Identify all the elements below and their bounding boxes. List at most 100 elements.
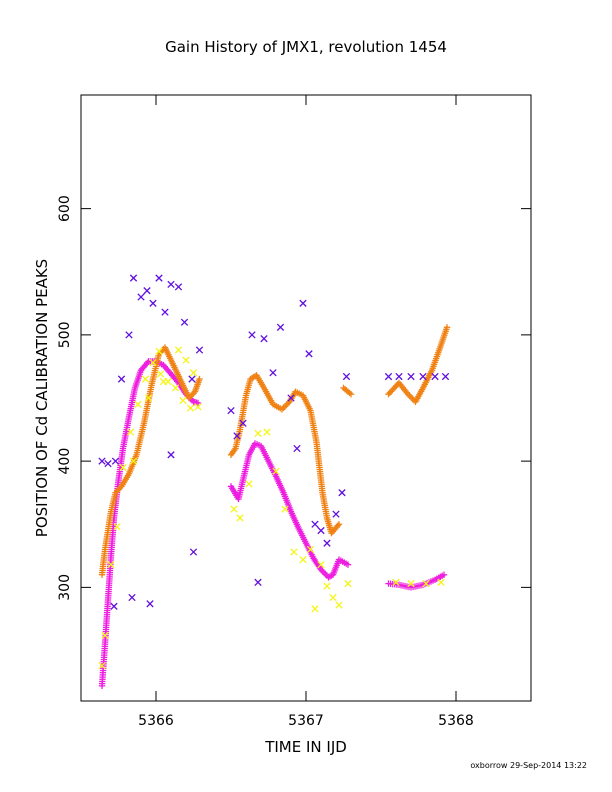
data-point xyxy=(196,375,203,383)
x-axis-label: TIME IN IJD xyxy=(264,738,347,756)
data-point xyxy=(317,526,325,535)
data-point xyxy=(167,451,175,459)
data-point xyxy=(167,280,175,289)
x-tick-label: 5368 xyxy=(438,713,474,729)
data-point xyxy=(137,293,145,301)
data-point xyxy=(126,428,135,436)
chart-title: Gain History of JMX1, revolution 1454 xyxy=(165,38,447,56)
data-point xyxy=(384,372,393,381)
data-point xyxy=(281,505,289,513)
data-point xyxy=(174,346,183,354)
data-point xyxy=(332,510,340,518)
data-point xyxy=(317,560,325,569)
data-point xyxy=(272,467,280,475)
data-point xyxy=(263,428,271,436)
data-point xyxy=(155,347,163,355)
data-point xyxy=(119,463,127,472)
data-point xyxy=(155,274,163,282)
data-point xyxy=(239,419,247,427)
data-point xyxy=(320,569,328,576)
plot-frame xyxy=(80,94,532,702)
data-point xyxy=(171,384,180,392)
data-point xyxy=(260,335,268,343)
data-point xyxy=(194,399,202,407)
data-point xyxy=(347,391,355,398)
data-point xyxy=(98,661,106,670)
data-point xyxy=(146,600,154,608)
data-point xyxy=(395,372,403,381)
data-point xyxy=(174,283,183,291)
plot-area xyxy=(98,274,451,690)
y-axis-label: POSITION OF Cd CALIBRATION PEAKS xyxy=(33,259,51,537)
data-point xyxy=(248,331,256,339)
data-point xyxy=(344,561,352,568)
y-axis-ticks: 300 400 500 600 xyxy=(57,195,531,601)
data-point xyxy=(344,579,352,588)
data-point xyxy=(188,375,196,383)
data-point xyxy=(299,555,307,564)
data-point xyxy=(323,582,331,590)
data-point xyxy=(189,369,198,377)
footer-credit: oxborrow 29-Sep-2014 13:22 xyxy=(470,761,587,770)
data-point xyxy=(149,358,157,367)
data-point xyxy=(182,356,190,364)
data-point xyxy=(334,522,341,529)
data-point xyxy=(129,457,138,465)
data-point xyxy=(441,372,450,381)
data-point xyxy=(338,489,346,497)
data-point xyxy=(179,396,187,405)
data-point xyxy=(269,369,277,377)
data-point xyxy=(335,601,343,609)
data-point xyxy=(156,370,165,378)
data-point xyxy=(144,359,151,367)
data-point xyxy=(440,571,448,578)
data-point xyxy=(407,579,415,588)
data-point xyxy=(143,287,151,295)
data-point xyxy=(111,457,120,465)
data-point xyxy=(98,457,106,465)
x-axis-ticks: 5366 5367 5368 xyxy=(138,95,474,729)
data-point xyxy=(227,406,235,415)
data-point xyxy=(431,372,439,381)
data-point xyxy=(287,394,295,402)
data-point xyxy=(306,545,315,554)
data-point xyxy=(117,375,126,383)
x-tick-label: 5367 xyxy=(288,713,324,729)
data-point xyxy=(335,521,343,528)
data-point xyxy=(437,578,445,586)
data-point xyxy=(101,631,109,640)
data-point xyxy=(104,459,112,468)
data-point xyxy=(161,308,169,316)
data-point xyxy=(407,372,415,381)
data-point xyxy=(195,346,204,354)
data-point xyxy=(283,401,290,409)
data-point xyxy=(254,578,262,586)
series-3 xyxy=(98,274,450,610)
data-point xyxy=(342,372,351,381)
data-point xyxy=(149,299,157,307)
data-point xyxy=(392,578,400,586)
data-point xyxy=(113,523,121,531)
y-tick-label: 400 xyxy=(57,448,73,475)
data-point xyxy=(141,375,150,383)
data-point xyxy=(276,323,285,331)
y-tick-label: 300 xyxy=(57,574,73,601)
data-point xyxy=(107,560,115,569)
data-point xyxy=(323,539,331,547)
data-point xyxy=(280,404,287,412)
data-point xyxy=(159,377,168,386)
data-point xyxy=(419,372,427,381)
x-tick-label: 5366 xyxy=(138,713,174,729)
data-point xyxy=(230,505,238,513)
data-point xyxy=(134,400,142,408)
series-1 xyxy=(98,324,451,578)
data-point xyxy=(329,593,337,602)
data-point xyxy=(290,548,298,556)
data-point xyxy=(422,579,430,588)
data-point xyxy=(144,394,153,402)
data-point xyxy=(236,514,244,522)
data-point xyxy=(233,432,241,440)
data-point xyxy=(311,605,319,613)
series-0 xyxy=(98,358,448,690)
